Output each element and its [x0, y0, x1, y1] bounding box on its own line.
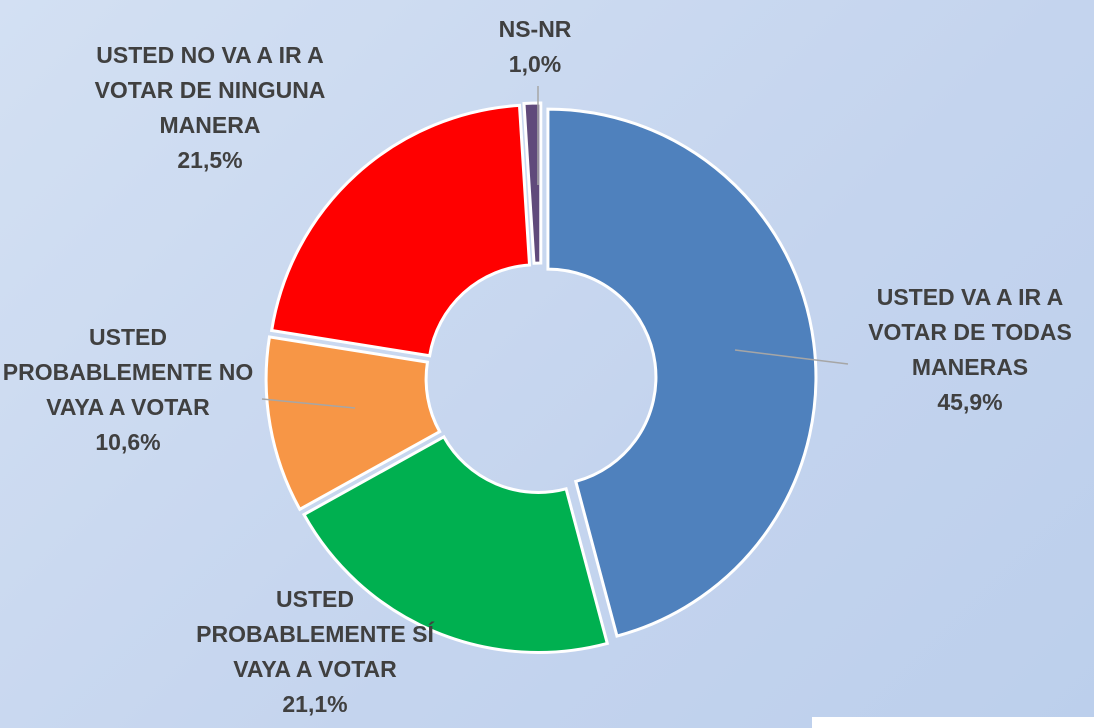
category-label: USTED NO VA A IR A VOTAR DE NINGUNA MANE… [94, 42, 326, 138]
leader-line [734, 349, 849, 365]
donut-slice [264, 335, 442, 512]
data-label: USTED PROBABLEMENTE SÍ VAYA A VOTAR 21,1% [190, 582, 440, 722]
category-label: USTED PROBABLEMENTE SÍ VAYA A VOTAR [196, 586, 434, 682]
leader-lines [261, 86, 849, 409]
donut-slice [301, 434, 610, 654]
value-label: 10,6% [95, 429, 161, 455]
data-label: NS-NR 1,0% [480, 12, 590, 82]
leader-line [261, 398, 356, 409]
donut-slice [269, 103, 532, 358]
data-label: USTED NO VA A IR A VOTAR DE NINGUNA MANE… [85, 38, 335, 178]
data-label: USTED VA A IR A VOTAR DE TODAS MANERAS 45… [845, 280, 1094, 420]
donut-slice [546, 107, 818, 638]
value-label: 1,0% [508, 51, 562, 77]
donut [264, 101, 818, 654]
value-label: 21,1% [282, 691, 348, 717]
data-label: USTED PROBABLEMENTE NO VAYA A VOTAR 10,6% [0, 320, 256, 460]
category-label: USTED PROBABLEMENTE NO VAYA A VOTAR [2, 324, 254, 420]
donut-slice [522, 101, 543, 265]
category-label: NS-NR [498, 16, 572, 42]
category-label: USTED VA A IR A VOTAR DE TODAS MANERAS [868, 284, 1072, 380]
value-label: 21,5% [177, 147, 243, 173]
value-label: 45,9% [937, 389, 1003, 415]
footer-box [812, 717, 1094, 728]
